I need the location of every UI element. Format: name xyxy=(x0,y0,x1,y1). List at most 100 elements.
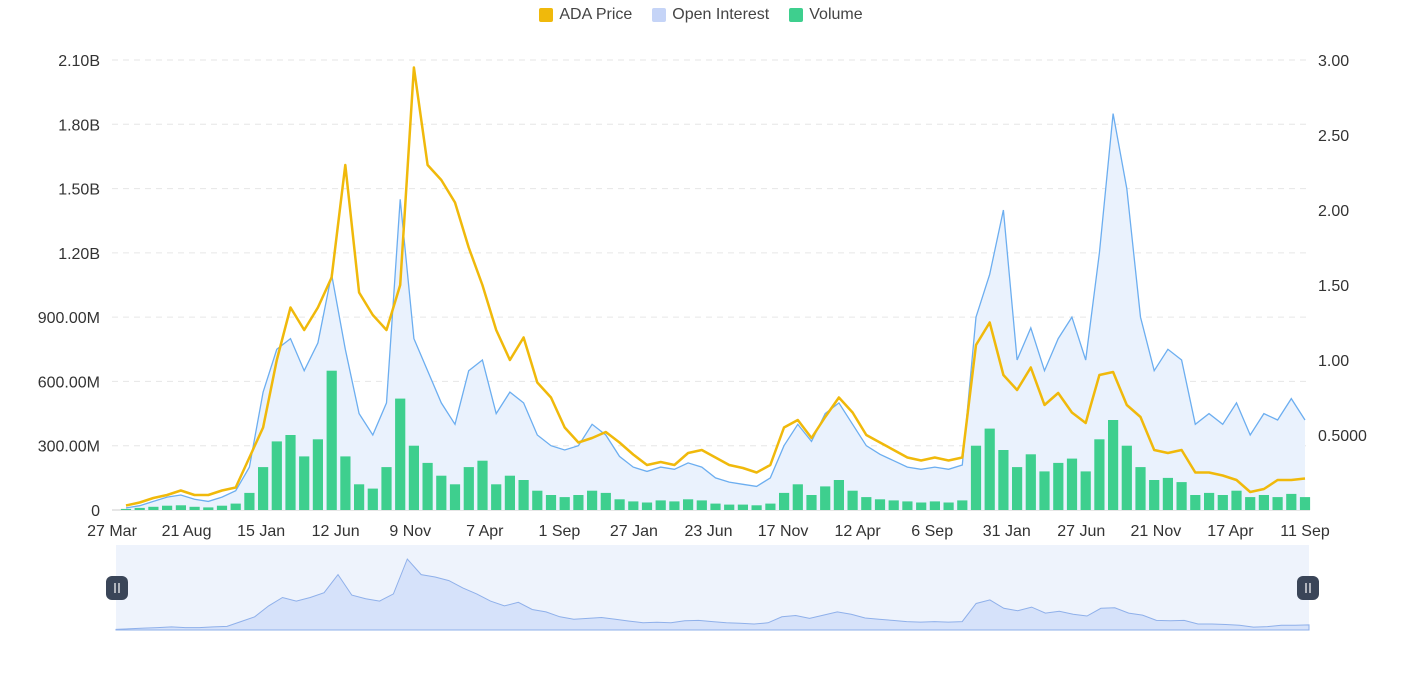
volume-bar xyxy=(1149,480,1160,510)
right-axis: 0.5000 1.00 1.50 2.00 2.50 3.00 xyxy=(1318,53,1367,445)
volume-bar xyxy=(216,505,228,510)
x-tick-label: 21 Nov xyxy=(1131,523,1182,540)
x-tick-label: 11 Sep xyxy=(1280,523,1330,540)
volume-bar xyxy=(299,456,310,510)
right-tick-label: 2.00 xyxy=(1318,203,1349,220)
volume-bar xyxy=(888,500,899,510)
volume-bar xyxy=(683,499,694,510)
x-tick-label: 27 Mar xyxy=(87,523,137,540)
x-tick-label: 17 Apr xyxy=(1207,523,1254,540)
volume-bar xyxy=(998,450,1009,510)
left-tick-label: 1.50B xyxy=(58,182,100,199)
volume-bar xyxy=(504,475,515,510)
volume-bar xyxy=(1231,490,1242,510)
x-tick-label: 23 Jun xyxy=(684,523,732,540)
volume-bar xyxy=(148,506,159,510)
volume-bar xyxy=(422,462,433,510)
x-tick-label: 9 Nov xyxy=(389,523,431,540)
x-tick-label: 17 Nov xyxy=(758,523,809,540)
volume-bar xyxy=(120,508,132,510)
right-tick-label: 2.50 xyxy=(1318,128,1349,145)
volume-bar xyxy=(134,507,145,510)
legend-label-volume: Volume xyxy=(809,6,863,23)
volume-bar xyxy=(1190,495,1201,510)
x-tick-label: 12 Jun xyxy=(312,523,360,540)
volume-bar xyxy=(1039,471,1050,510)
x-tick-label: 6 Sep xyxy=(911,523,953,540)
volume-bar xyxy=(436,475,447,510)
series-line-open-interest xyxy=(125,113,1306,509)
volume-bar xyxy=(1053,462,1064,510)
volume-bar xyxy=(669,501,680,510)
right-tick-label: 3.00 xyxy=(1318,53,1349,70)
series-line-ada-price xyxy=(125,66,1306,507)
volume-bar xyxy=(847,490,858,510)
volume-bar xyxy=(614,499,625,510)
volume-bar xyxy=(1066,458,1078,510)
volume-bar xyxy=(518,480,529,510)
volume-bar xyxy=(1204,492,1215,510)
legend-item-ada-price[interactable]: ADA Price xyxy=(539,6,632,24)
legend-item-volume[interactable]: Volume xyxy=(789,6,863,24)
volume-bar xyxy=(1176,482,1187,510)
zoom-slider[interactable] xyxy=(106,545,1319,631)
volume-bar xyxy=(655,500,666,510)
volume-bar xyxy=(929,501,940,510)
volume-bar xyxy=(984,428,995,510)
volume-bar xyxy=(573,495,584,510)
right-tick-label: 1.50 xyxy=(1318,278,1349,295)
x-tick-label: 21 Aug xyxy=(162,523,212,540)
volume-bar xyxy=(1286,493,1297,510)
volume-bar xyxy=(587,490,598,510)
zoom-handle-left[interactable] xyxy=(106,576,128,600)
zoom-preview-area xyxy=(115,558,1310,631)
volume-bar xyxy=(244,492,255,510)
volume-bar xyxy=(792,484,803,510)
volume-bar xyxy=(806,495,817,510)
x-tick-label: 27 Jun xyxy=(1057,523,1105,540)
volume-bar xyxy=(408,445,419,510)
volume-bar xyxy=(833,480,844,510)
left-tick-label: 1.80B xyxy=(58,117,100,134)
legend-label-ada-price: ADA Price xyxy=(559,6,633,23)
volume-bar xyxy=(285,435,296,510)
volume-bar xyxy=(381,467,392,510)
volume-bar xyxy=(874,499,886,510)
volume-bar xyxy=(641,502,653,510)
volume-bar xyxy=(1080,471,1091,510)
x-tick-label: 27 Jan xyxy=(610,523,658,540)
volume-bar xyxy=(395,398,406,510)
volume-bar xyxy=(367,488,378,510)
volume-bar xyxy=(271,441,282,510)
right-tick-label: 0.5000 xyxy=(1318,428,1367,445)
volume-bar xyxy=(559,497,570,510)
volume-bar xyxy=(189,506,200,510)
volume-bar xyxy=(463,467,474,510)
volume-bar xyxy=(1025,454,1036,510)
volume-bar xyxy=(916,502,927,510)
left-tick-label: 300.00M xyxy=(38,439,100,456)
left-tick-label: 0 xyxy=(91,503,100,520)
volume-bar xyxy=(230,503,241,510)
volume-bar xyxy=(779,492,790,510)
zoom-handle-body[interactable] xyxy=(1297,576,1319,600)
left-tick-label: 600.00M xyxy=(38,374,100,391)
volume-bar xyxy=(943,502,954,510)
x-tick-label: 12 Apr xyxy=(834,523,881,540)
series-group xyxy=(120,66,1311,510)
volume-bar xyxy=(1258,495,1269,510)
volume-bar xyxy=(628,501,639,510)
legend-item-open-interest[interactable]: Open Interest xyxy=(652,6,769,24)
volume-bar xyxy=(724,504,735,510)
volume-bar xyxy=(765,503,776,510)
volume-bar xyxy=(696,500,707,510)
volume-bar xyxy=(1272,497,1283,510)
zoom-handle-body[interactable] xyxy=(106,576,128,600)
legend-swatch-volume xyxy=(789,8,804,22)
volume-bar xyxy=(1094,439,1105,510)
zoom-handle-right[interactable] xyxy=(1297,576,1319,600)
x-tick-label: 31 Jan xyxy=(983,523,1031,540)
volume-bar xyxy=(710,503,721,510)
